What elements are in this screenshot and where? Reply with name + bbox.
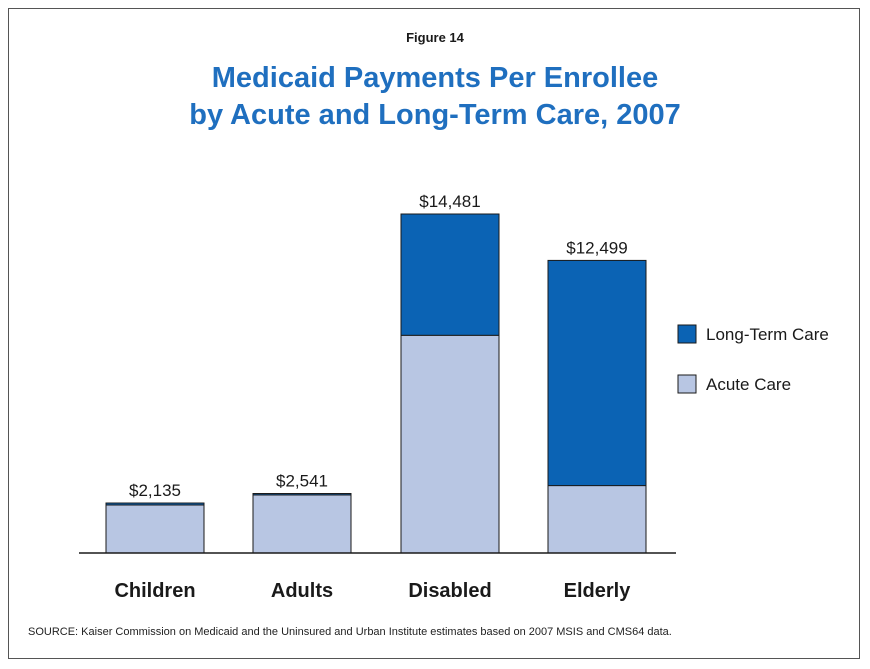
legend-swatch-long-term-care	[677, 324, 697, 344]
legend-swatch-acute-care	[677, 374, 697, 394]
bar-elderly-acute-care	[547, 485, 647, 554]
legend-label-long-term-care: Long-Term Care	[706, 325, 829, 344]
bar-disabled-acute-care	[400, 334, 500, 554]
bar-adults-long-term-care	[252, 493, 352, 496]
x-tick-label-children: Children	[114, 580, 195, 602]
labels-group: $2,135 Children $2,541 Adults $14,481 Disable…	[114, 192, 631, 602]
data-label-children: $2,135	[129, 481, 181, 500]
bar-children-acute-care	[105, 504, 205, 554]
x-tick-label-disabled: Disabled	[408, 580, 491, 602]
bars-group	[105, 213, 647, 554]
legend-label-acute-care: Acute Care	[706, 375, 791, 394]
x-tick-label-adults: Adults	[271, 580, 333, 602]
chart-title-line-1: Medicaid Payments Per Enrollee	[211, 62, 659, 94]
legend: Long-Term Care Acute Care	[677, 324, 829, 394]
data-label-adults: $2,541	[276, 472, 328, 491]
bar-children-long-term-care	[105, 502, 205, 506]
bar-adults-acute-care	[252, 494, 352, 554]
x-tick-label-elderly: Elderly	[564, 580, 632, 602]
data-label-disabled: $14,481	[419, 192, 480, 211]
bar-disabled-long-term-care	[400, 213, 500, 336]
data-label-elderly: $12,499	[566, 238, 627, 257]
chart-title: Medicaid Payments Per Enrollee by Acute …	[0, 60, 870, 134]
source-note: SOURCE: Kaiser Commission on Medicaid an…	[28, 626, 672, 638]
figure-label: Figure 14	[406, 30, 464, 45]
chart-title-line-2: by Acute and Long-Term Care, 2007	[189, 99, 681, 131]
bar-elderly-long-term-care	[547, 259, 647, 487]
